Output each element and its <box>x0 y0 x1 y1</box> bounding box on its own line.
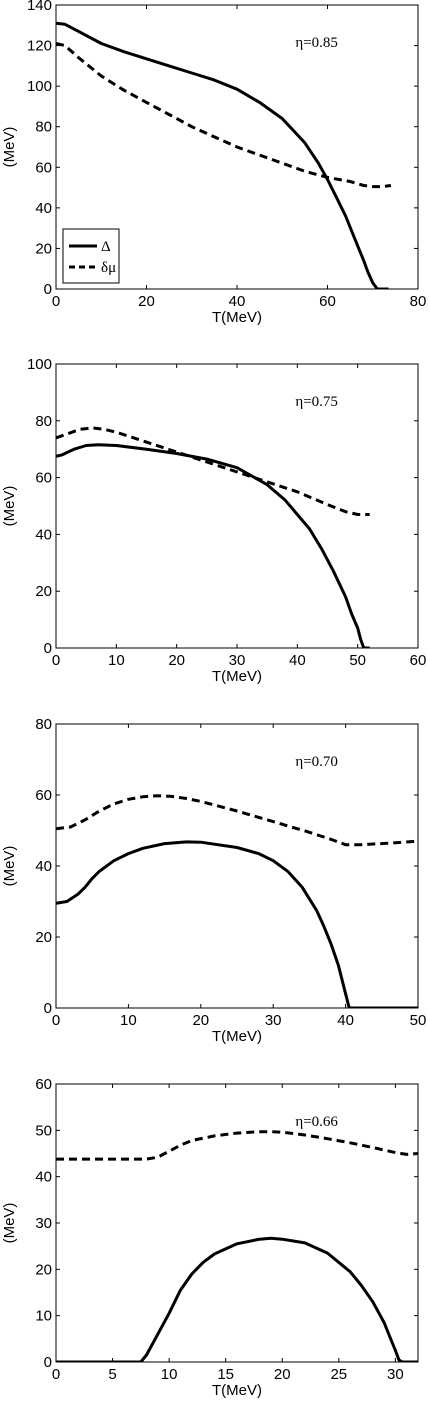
x-tick-label: 30 <box>229 652 246 669</box>
eta-annotation: η=0.85 <box>295 35 338 51</box>
x-tick-label: 0 <box>52 1012 60 1029</box>
y-tick-label: 140 <box>27 0 52 14</box>
chart-panel-4: 0 5 10 15 20 25 30 0 10 20 30 40 50 60 T(MeV) (MeV) η=0.… <box>1 1076 419 1399</box>
x-tick-label: 80 <box>410 293 427 310</box>
x-tick-label: 60 <box>319 293 336 310</box>
legend-box <box>62 228 120 284</box>
legend: Δδμ <box>62 228 120 284</box>
y-tick-label: 80 <box>35 413 52 430</box>
y-tick-label: 120 <box>27 38 52 55</box>
series-line-delta-mu <box>56 794 418 847</box>
x-tick-label: 20 <box>192 1012 209 1029</box>
x-tick-label: 25 <box>330 1366 347 1383</box>
y-axis-label: (MeV) <box>1 846 18 887</box>
y-tick-label: 80 <box>35 119 52 136</box>
legend-label: Δ <box>101 239 111 255</box>
y-tick-label: 60 <box>35 1076 52 1093</box>
y-tick-label: 60 <box>35 159 52 176</box>
x-tick-label: 30 <box>387 1366 404 1383</box>
x-tick-label: 0 <box>52 652 60 669</box>
y-tick-label: 40 <box>35 200 52 217</box>
y-tick-label: 20 <box>35 1261 52 1278</box>
x-axis-label: T(MeV) <box>212 309 262 326</box>
x-tick-label: 50 <box>349 652 366 669</box>
y-tick-label: 60 <box>35 787 52 804</box>
y-tick-label: 50 <box>35 1122 52 1139</box>
y-tick-label: 40 <box>35 858 52 875</box>
eta-annotation: η=0.66 <box>295 1114 338 1130</box>
y-tick-label: 0 <box>44 281 52 298</box>
x-axis-label: T(MeV) <box>212 1028 262 1045</box>
series-line-delta <box>56 1236 418 1362</box>
x-tick-label: 10 <box>108 652 125 669</box>
x-tick-label: 40 <box>229 293 246 310</box>
x-tick-label: 5 <box>108 1366 116 1383</box>
series-line-delta <box>56 840 418 1008</box>
y-tick-label: 0 <box>44 640 52 657</box>
series-line-delta-mu <box>56 1130 418 1161</box>
y-tick-label: 40 <box>35 526 52 543</box>
y-tick-label: 20 <box>35 583 52 600</box>
plot-frame <box>55 723 419 1009</box>
y-axis-label: (MeV) <box>1 486 18 527</box>
y-axis-label: (MeV) <box>1 1203 18 1244</box>
chart-panel-2: 0 10 20 30 40 50 60 0 20 40 60 80 100 T(MeV) (MeV) η=0.… <box>1 356 426 685</box>
y-tick-label: 30 <box>35 1215 52 1232</box>
chart-panel-3: 0 10 20 30 40 50 0 20 40 60 80 T(MeV) (MeV) η=0.70 <box>1 716 426 1045</box>
y-tick-label: 60 <box>35 470 52 487</box>
eta-annotation: η=0.70 <box>295 754 338 770</box>
x-tick-label: 10 <box>161 1366 178 1383</box>
x-tick-label: 20 <box>274 1366 291 1383</box>
series-line-delta-mu <box>56 426 370 516</box>
x-tick-label: 40 <box>289 652 306 669</box>
y-tick-label: 10 <box>35 1308 52 1325</box>
x-axis-label: T(MeV) <box>212 1382 262 1399</box>
x-axis-label: T(MeV) <box>212 668 262 685</box>
series-line-delta <box>56 443 370 648</box>
y-axis-label: (MeV) <box>1 127 18 168</box>
y-tick-label: 0 <box>44 1000 52 1017</box>
y-tick-label: 80 <box>35 716 52 733</box>
x-tick-label: 0 <box>52 293 60 310</box>
x-tick-label: 20 <box>138 293 155 310</box>
y-tick-label: 100 <box>27 356 52 373</box>
y-tick-label: 20 <box>35 240 52 257</box>
chart-panel-1: 0 20 40 60 80 0 20 40 60 80 100 120 140 T(MeV) (MeV) η=… <box>1 0 426 326</box>
y-tick-label: 20 <box>35 929 52 946</box>
y-tick-label: 40 <box>35 1169 52 1186</box>
series-line-delta-mu <box>56 42 392 189</box>
plot-frame <box>55 1083 419 1363</box>
x-tick-label: 15 <box>217 1366 234 1383</box>
plot-frame <box>55 363 419 649</box>
x-tick-label: 10 <box>120 1012 137 1029</box>
series-line-delta <box>56 21 389 289</box>
y-tick-label: 100 <box>27 78 52 95</box>
legend-label: δμ <box>101 260 116 276</box>
y-tick-label: 0 <box>44 1354 52 1371</box>
x-tick-label: 0 <box>52 1366 60 1383</box>
x-tick-label: 50 <box>410 1012 427 1029</box>
x-tick-label: 20 <box>168 652 185 669</box>
eta-annotation: η=0.75 <box>295 394 338 410</box>
x-tick-label: 40 <box>337 1012 354 1029</box>
x-tick-label: 30 <box>265 1012 282 1029</box>
x-tick-label: 60 <box>410 652 427 669</box>
